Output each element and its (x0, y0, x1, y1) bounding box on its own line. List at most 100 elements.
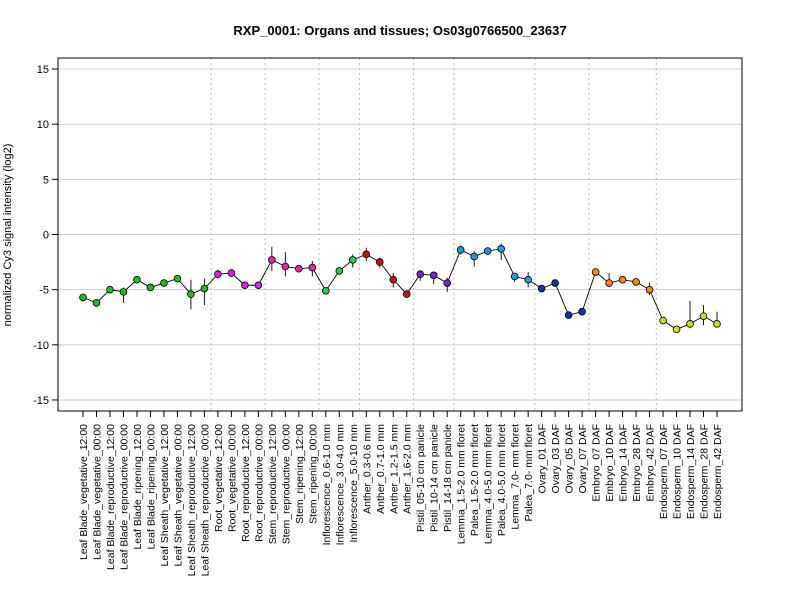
y-tick-label: -10 (33, 340, 49, 352)
group-separators (210, 58, 657, 411)
x-tick-label: Palea_7.0- mm floret (523, 424, 535, 522)
data-point (416, 270, 425, 279)
x-tick-label: Leaf Blade_vegetative_00:00 (91, 424, 103, 560)
data-point (268, 256, 276, 264)
data-point (429, 271, 438, 280)
x-tick-label: Inflorescence_3.0-4.0 mm (334, 424, 346, 546)
data-point (605, 279, 613, 287)
data-point (537, 284, 546, 293)
data-point (470, 252, 478, 261)
y-tick-label: -15 (33, 395, 49, 407)
data-point (348, 256, 357, 264)
data-point (200, 284, 209, 293)
x-tick-label: Pistil_10-14 cm panicle (429, 424, 441, 532)
grid-layer (58, 68, 742, 401)
data-point (133, 275, 141, 284)
data-point (146, 283, 155, 292)
data-point (362, 250, 371, 259)
data-point (295, 264, 303, 273)
data-point (713, 320, 721, 328)
data-point (699, 312, 708, 320)
x-tick-label: Lemma_4.0-5.0 mm floret (483, 424, 495, 544)
y-tick-label: 5 (43, 174, 49, 186)
x-tick-label: Leaf Blade_vegetative_12:00 (78, 424, 90, 560)
x-tick-label: Ovary_03 DAF (550, 424, 562, 493)
data-point (497, 245, 505, 253)
x-tick-label: Palea_4.0-5.0 mm floret (496, 424, 508, 536)
x-tick-label: Anther_0.3-0.6 mm (361, 424, 373, 514)
data-point (524, 275, 532, 284)
data-point (308, 263, 317, 272)
x-tick-label: Palea_1.5-2.0 mm floret (469, 424, 481, 536)
data-point (578, 307, 586, 316)
x-tick-label: Pistil_14-18 cm panicle (442, 424, 454, 532)
data-point (483, 247, 492, 255)
x-tick-label: Anther_0.7-1.0 mm (375, 424, 387, 514)
data-point (645, 285, 654, 294)
x-tick-label: Stem_reproductive_00:00 (280, 424, 292, 544)
x-tick-label: Embryo_42 DAF (645, 424, 657, 502)
data-point (686, 320, 694, 328)
series-line (82, 248, 718, 330)
data-point (402, 290, 411, 298)
data-point (227, 269, 236, 277)
data-point (160, 279, 168, 287)
x-tick-label: Stem_reproductive_12:00 (267, 424, 279, 544)
data-point (632, 278, 640, 286)
data-point (106, 285, 114, 294)
x-tick-label: Lemma_7.0- mm floret (510, 424, 522, 530)
x-tick-label: Endosperm_10 DAF (672, 424, 684, 519)
x-tick-label: Stem_ripening_12:00 (294, 424, 306, 524)
data-point (551, 279, 559, 287)
x-tick-label: Endosperm_42 DAF (712, 424, 724, 519)
data-point (375, 258, 384, 266)
x-axis: Leaf Blade_vegetative_12:00 Leaf Blade_ve… (78, 411, 724, 576)
x-tick-label: Root_vegetative_12:00 (213, 424, 225, 532)
x-tick-label: Leaf Sheath_reproductive_12:00 (186, 424, 198, 577)
x-tick-label: Leaf Blade_reproductive_00:00 (118, 424, 130, 570)
x-tick-label: Root_vegetative_00:00 (226, 424, 238, 532)
x-tick-label: Inflorescence_5.0-10 mm (348, 424, 360, 543)
x-tick-label: Root_reproductive_12:00 (240, 424, 252, 542)
data-point (254, 281, 263, 290)
data-point (119, 288, 128, 296)
y-tick-label: 10 (37, 119, 49, 131)
x-tick-label: Endosperm_28 DAF (699, 424, 711, 519)
x-tick-label: Inflorescence_0.6-1.0 mm (321, 424, 333, 546)
data-point (456, 246, 465, 254)
y-axis: -15 -10 -5 0 5 10 15 (33, 64, 58, 407)
data-point (672, 325, 681, 334)
data-point (241, 281, 249, 290)
x-tick-label: Ovary_07 DAF (577, 424, 589, 493)
x-tick-label: Endosperm_14 DAF (685, 424, 697, 519)
data-point (92, 299, 101, 307)
data-point (335, 267, 344, 275)
x-tick-label: Ovary_01 DAF (537, 424, 549, 493)
data-point (187, 290, 195, 298)
x-tick-label: Leaf Blade_reproductive_12:00 (105, 424, 117, 570)
y-tick-label: -5 (39, 285, 49, 297)
y-tick-label: 0 (43, 230, 49, 242)
data-point (214, 270, 222, 279)
x-tick-label: Pistil_05-10 cm panicle (415, 424, 427, 532)
x-tick-label: Embryo_28 DAF (631, 424, 643, 502)
x-tick-label: Leaf Blade_ripening_00:00 (145, 424, 157, 550)
data-point (79, 293, 87, 302)
x-tick-label: Embryo_14 DAF (618, 424, 630, 502)
data-point (281, 262, 290, 271)
data-point (443, 279, 452, 287)
data-point (173, 274, 182, 283)
x-tick-label: Leaf Sheath_reproductive_00:00 (199, 424, 211, 577)
x-tick-label: Endosperm_07 DAF (658, 424, 670, 519)
x-tick-label: Embryo_07 DAF (591, 424, 603, 502)
data-point (618, 275, 627, 284)
data-point (591, 268, 600, 276)
x-tick-label: Leaf Blade_ripening_12:00 (132, 424, 144, 550)
y-axis-label: normalized Cy3 signal intensity (log2) (2, 144, 14, 327)
data-points (79, 245, 721, 334)
x-tick-label: Anther_1.6-2.0 mm (402, 424, 414, 514)
data-point (659, 316, 667, 325)
x-tick-label: Stem_ripening_00:00 (307, 424, 319, 524)
data-point (322, 286, 330, 295)
x-tick-label: Root_reproductive_00:00 (253, 424, 265, 542)
